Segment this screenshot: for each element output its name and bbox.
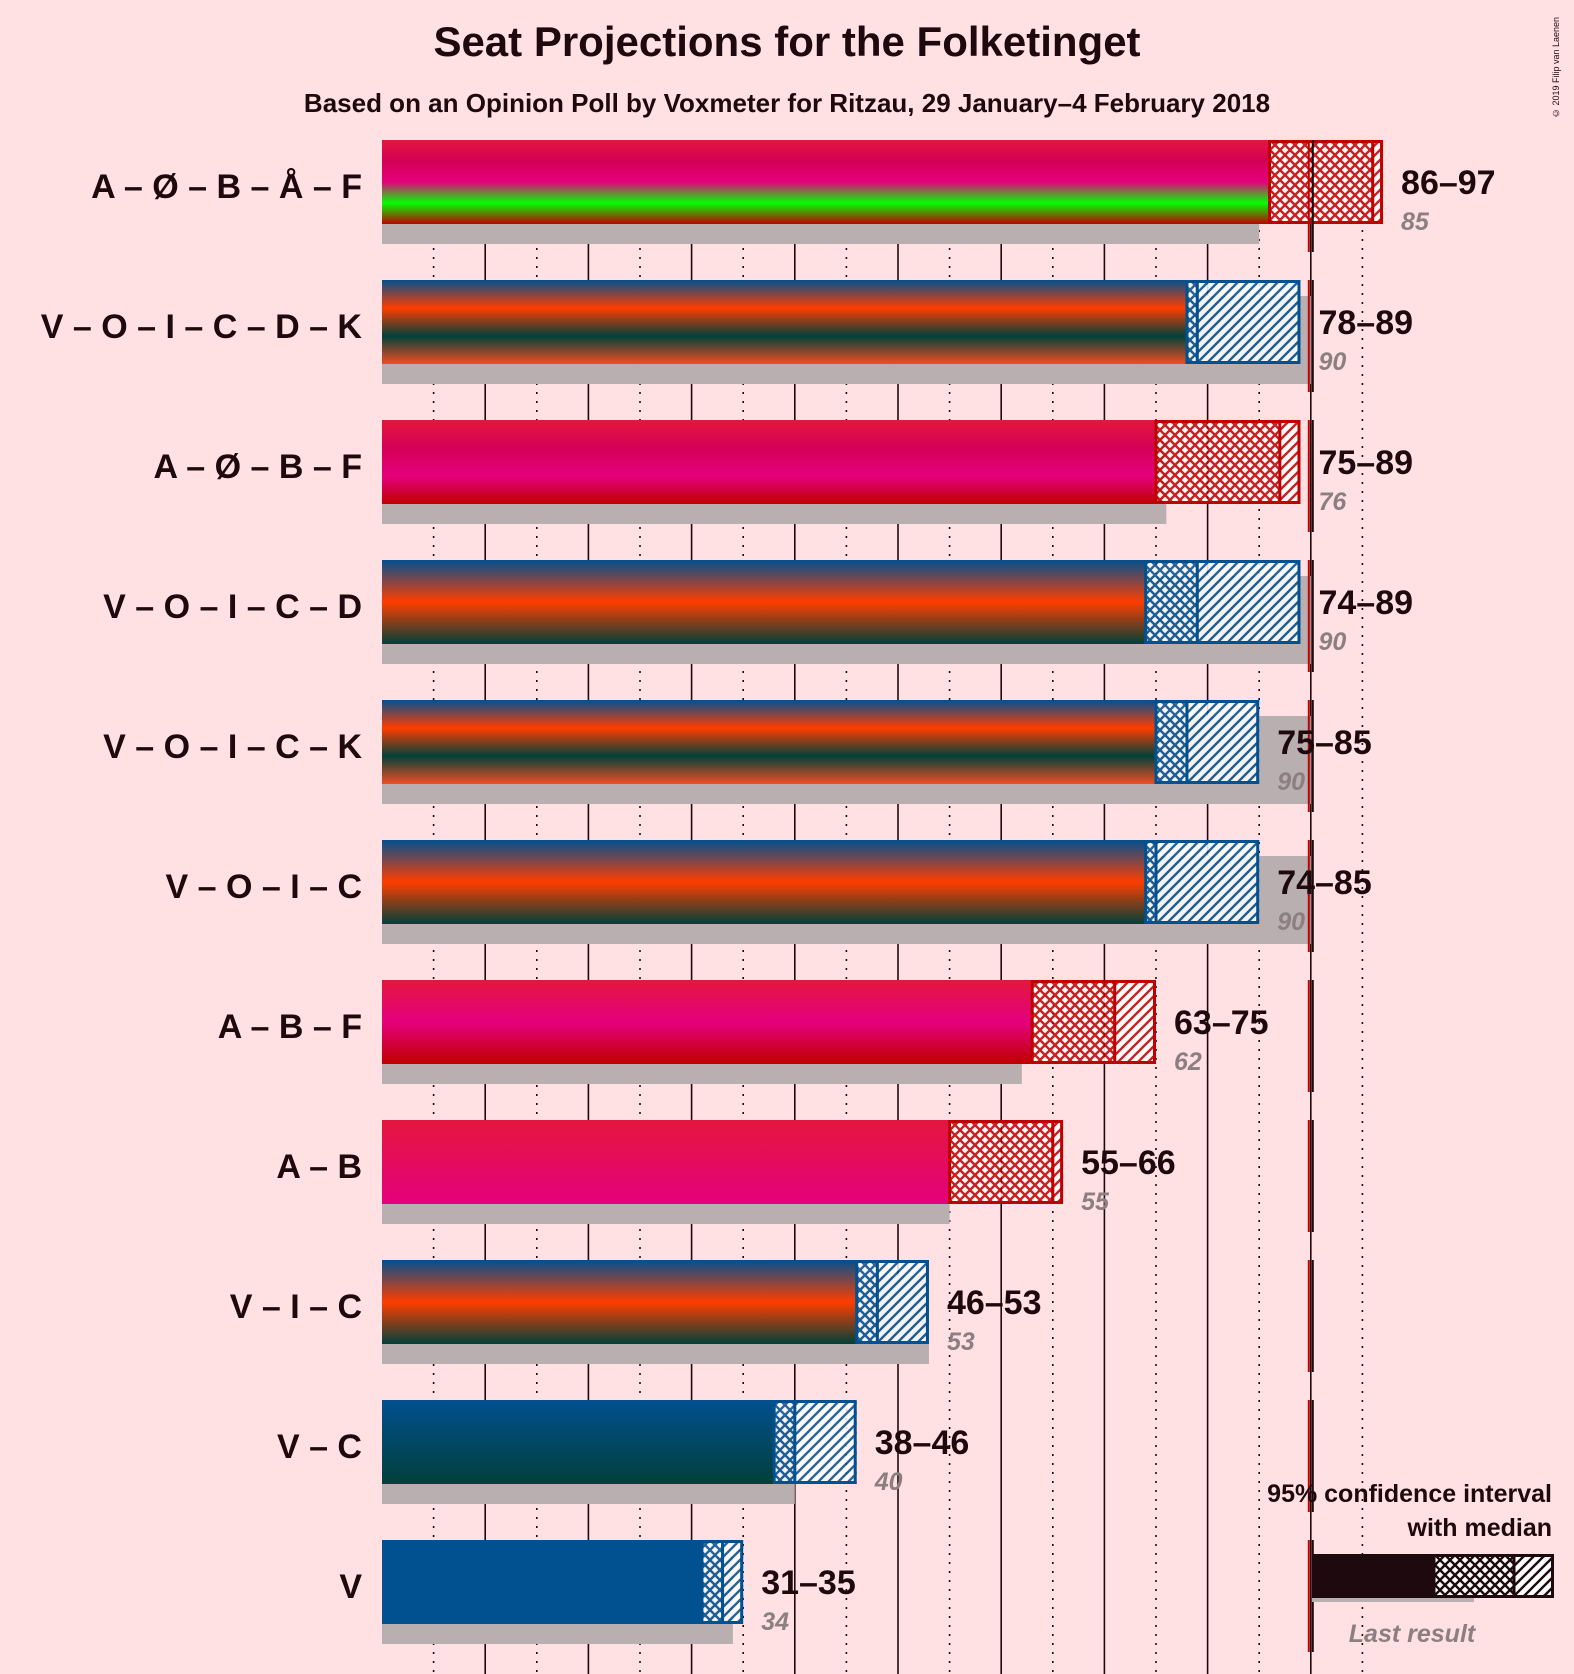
ci-bar-lower-half	[1156, 700, 1187, 784]
ci-bar-solid	[382, 1260, 857, 1344]
range-label: 38–46	[875, 1424, 970, 1462]
chart-subtitle: Based on an Opinion Poll by Voxmeter for…	[303, 88, 1271, 118]
coalition-row: V – C 38–46 40	[277, 1400, 1314, 1512]
ci-bar-lower-half	[701, 1540, 723, 1624]
ci-bar-upper-half	[1114, 980, 1156, 1064]
legend-hatch-swatch	[1514, 1554, 1554, 1598]
range-label: 46–53	[947, 1284, 1042, 1322]
ci-outline	[1144, 560, 1301, 644]
ci-outline	[772, 1400, 857, 1484]
ci-bar-solid	[382, 1120, 950, 1204]
ci-bar-solid	[382, 1400, 775, 1484]
ci-bar-solid	[382, 700, 1156, 784]
ci-outline	[855, 1260, 929, 1344]
legend-title-line2: with median	[1407, 1514, 1552, 1542]
coalition-label: V – O – I – C – D	[103, 588, 362, 626]
coalition-row: A – B 55–66 55	[276, 1120, 1314, 1232]
ci-bar-solid	[382, 280, 1187, 364]
coalition-label: A – B	[276, 1148, 362, 1186]
ci-bar-upper-half	[794, 1400, 857, 1484]
ci-outline	[1154, 700, 1260, 784]
ci-outline	[1144, 840, 1260, 924]
ci-bar-upper-half	[1197, 560, 1301, 644]
coalition-row: A – Ø – B – F 75–89 76	[154, 420, 1413, 532]
ci-outline	[1268, 140, 1384, 224]
coalition-rows: A – Ø – B – Å – F 86–97 85 V – O – I – C – …	[41, 140, 1496, 1652]
last-result-label: 90	[1277, 908, 1305, 936]
ci-bar-lower-half	[1145, 840, 1156, 924]
coalition-label: V – O – I – C – D – K	[41, 308, 363, 346]
coalition-label: V	[339, 1568, 362, 1606]
chart-title: Seat Projections for the Folketinget	[433, 18, 1141, 65]
last-result-label: 40	[874, 1468, 903, 1496]
ci-bar-lower-half	[1186, 280, 1198, 364]
ci-bar-solid	[382, 560, 1146, 644]
ci-bar-solid	[382, 1540, 702, 1624]
last-result-label: 85	[1401, 208, 1430, 236]
last-result-label: 34	[761, 1608, 789, 1636]
coalition-label: A – B – F	[218, 1008, 362, 1046]
coalition-label: A – Ø – B – F	[154, 448, 362, 486]
ci-bar-lower-half	[1145, 560, 1198, 644]
ci-outline	[1185, 280, 1301, 364]
coalition-row: A – Ø – B – Å – F 86–97 85	[91, 140, 1496, 252]
last-result-label: 76	[1318, 488, 1347, 516]
range-label: 78–89	[1318, 304, 1413, 342]
ci-bar-upper-half	[877, 1260, 929, 1344]
last-result-label: 55	[1081, 1188, 1110, 1216]
coalition-label: V – O – I – C – K	[103, 728, 362, 766]
legend-outline	[1432, 1554, 1554, 1598]
range-label: 31–35	[761, 1564, 856, 1602]
range-label: 75–85	[1277, 724, 1372, 762]
range-label: 55–66	[1081, 1144, 1176, 1182]
ci-outline	[1030, 980, 1157, 1064]
last-result-label: 53	[947, 1328, 975, 1356]
coalition-row: V – O – I – C – D 74–89 90	[103, 560, 1413, 672]
coalition-row: V – O – I – C 74–85 90	[165, 840, 1372, 952]
range-label: 74–85	[1277, 864, 1372, 902]
legend-last-result-label: Last result	[1349, 1620, 1477, 1648]
coalition-row: A – B – F 63–75 62	[218, 980, 1314, 1092]
ci-bar-lower-half	[774, 1400, 795, 1484]
last-result-label: 62	[1174, 1048, 1202, 1076]
coalition-row: V 31–35 34	[339, 1540, 1314, 1652]
coalition-row: V – I – C 46–53 53	[230, 1260, 1314, 1372]
ci-bar-upper-half	[1052, 1120, 1064, 1204]
range-label: 86–97	[1401, 164, 1496, 202]
ci-bar-lower-half	[1156, 420, 1280, 504]
ci-bar-upper-half	[1156, 840, 1260, 924]
ci-bar-upper-half	[1279, 420, 1301, 504]
legend-title-line1: 95% confidence interval	[1267, 1480, 1552, 1508]
ci-bar-lower-half	[1269, 140, 1373, 224]
ci-bar-solid	[382, 420, 1156, 504]
legend-solid-swatch	[1312, 1554, 1434, 1598]
coalition-label: V – I – C	[230, 1288, 362, 1326]
coalition-label: V – O – I – C	[165, 868, 362, 906]
ci-bar-upper-half	[722, 1540, 744, 1624]
ci-outline	[1154, 420, 1301, 504]
last-result-label: 90	[1318, 628, 1346, 656]
range-label: 74–89	[1318, 584, 1413, 622]
last-result-label: 90	[1318, 348, 1346, 376]
range-label: 75–89	[1318, 444, 1413, 482]
coalition-row: V – O – I – C – K 75–85 90	[103, 700, 1372, 812]
ci-bar-upper-half	[1372, 140, 1384, 224]
ci-bar-upper-half	[1197, 280, 1301, 364]
coalition-label: A – Ø – B – Å – F	[91, 168, 362, 206]
range-label: 63–75	[1174, 1004, 1269, 1042]
last-result-label: 90	[1277, 768, 1305, 796]
ci-bar-solid	[382, 980, 1033, 1064]
ci-bar-upper-half	[1186, 700, 1260, 784]
ci-bar-lower-half	[856, 1260, 878, 1344]
legend: 95% confidence interval with median Last r…	[1267, 1480, 1554, 1648]
ci-bar-solid	[382, 840, 1146, 924]
ci-outline	[948, 1120, 1064, 1204]
coalition-row: V – O – I – C – D – K 78–89 90	[41, 280, 1413, 392]
coalition-label: V – C	[277, 1428, 362, 1466]
ci-bar-lower-half	[949, 1120, 1053, 1204]
ci-bar-lower-half	[1032, 980, 1115, 1064]
legend-crosshatch-swatch	[1434, 1554, 1514, 1598]
ci-bar-solid	[382, 140, 1270, 224]
